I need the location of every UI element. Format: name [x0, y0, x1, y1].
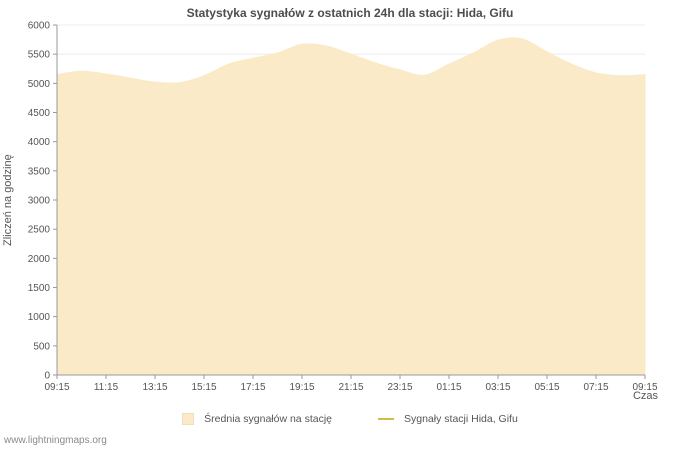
legend-swatch-area-icon [182, 413, 195, 425]
svg-text:500: 500 [33, 341, 50, 352]
svg-text:0: 0 [44, 371, 50, 382]
svg-text:5500: 5500 [28, 50, 51, 61]
x-axis-label: Czas [632, 390, 658, 402]
svg-text:15:15: 15:15 [191, 382, 216, 393]
chart-title: Statystyka sygnałów z ostatnich 24h dla … [186, 6, 514, 20]
svg-text:4500: 4500 [28, 108, 51, 119]
svg-text:1000: 1000 [28, 312, 51, 323]
svg-text:1500: 1500 [28, 283, 51, 294]
svg-text:3000: 3000 [28, 196, 51, 207]
svg-text:5000: 5000 [28, 79, 51, 90]
svg-text:3500: 3500 [28, 166, 51, 177]
svg-text:17:15: 17:15 [240, 382, 265, 393]
svg-text:6000: 6000 [28, 21, 51, 32]
legend-label-area: Średnia sygnałów na stację [204, 413, 332, 425]
svg-text:13:15: 13:15 [142, 382, 167, 393]
svg-text:09:15: 09:15 [44, 382, 69, 393]
legend-label-line: Sygnały stacji Hida, Gifu [404, 413, 518, 425]
svg-text:09:15: 09:15 [632, 382, 657, 393]
svg-text:4000: 4000 [28, 137, 51, 148]
svg-text:05:15: 05:15 [534, 382, 559, 393]
svg-text:19:15: 19:15 [289, 382, 314, 393]
svg-text:21:15: 21:15 [338, 382, 363, 393]
svg-text:2500: 2500 [28, 225, 51, 236]
svg-text:2000: 2000 [28, 254, 51, 265]
legend-swatch-line-icon [378, 418, 394, 420]
legend: Średnia sygnałów na stację Sygnały stacj… [0, 413, 700, 425]
svg-text:07:15: 07:15 [583, 382, 608, 393]
svg-text:01:15: 01:15 [436, 382, 461, 393]
plot-area: 0 500 1000 1500 2000 2500 3000 3500 4000 4500 5000… [28, 21, 658, 394]
svg-text:11:15: 11:15 [94, 382, 119, 393]
svg-text:23:15: 23:15 [387, 382, 412, 393]
svg-text:03:15: 03:15 [485, 382, 510, 393]
watermark: www.lightningmaps.org [4, 435, 107, 446]
